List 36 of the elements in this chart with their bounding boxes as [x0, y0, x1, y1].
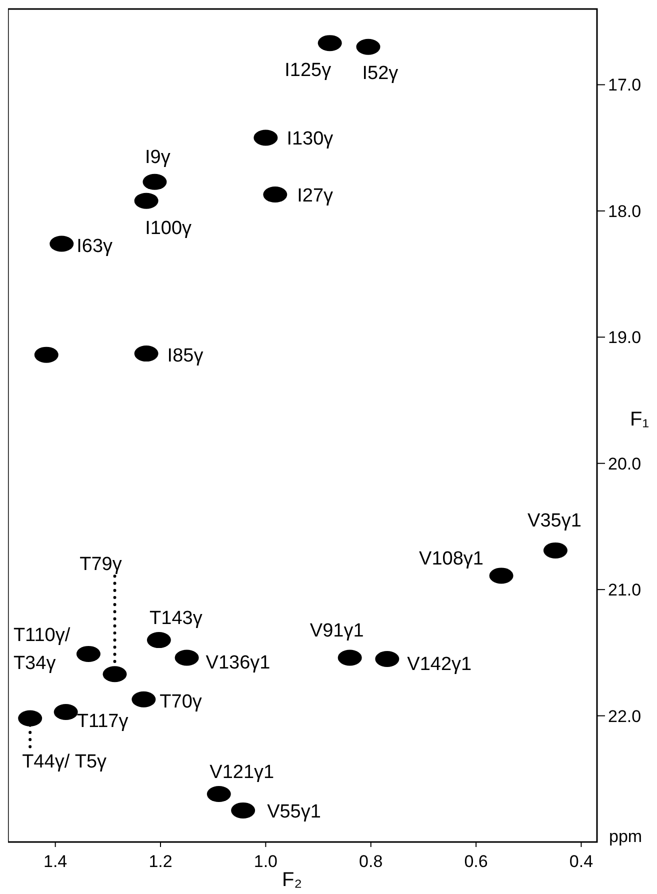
annotation: I27γ — [297, 186, 334, 207]
y-axis-title: F₁ — [630, 408, 650, 430]
x-tick-label: 0.6 — [464, 852, 488, 871]
annotation: V35γ1 — [528, 510, 582, 532]
text: ppm — [609, 827, 642, 846]
y-tick-label: 19.0 — [608, 328, 642, 348]
annotation: I85γ — [167, 346, 204, 367]
x-tick-label: 1.4 — [44, 852, 68, 871]
y-tick-label: 22.0 — [608, 706, 642, 726]
x-axis-title: F₂ — [282, 869, 302, 891]
y-tick-label: 18.0 — [608, 202, 642, 221]
annotation: V55γ1 — [267, 801, 321, 822]
annotation: V108γ1 — [419, 548, 484, 570]
annotation: T79γ — [80, 554, 122, 576]
annotation: I9γ — [145, 146, 171, 168]
annotation: V91γ1 — [310, 620, 364, 642]
annotation: T44γ/ T5γ — [22, 751, 108, 772]
annotation: V121γ1 — [210, 762, 274, 784]
annotation: V142γ1 — [407, 654, 472, 675]
annotation: I125γ — [284, 60, 332, 82]
annotation: T143γ — [150, 608, 203, 630]
x-tick-label: 1.0 — [254, 852, 278, 871]
x-tick-label: 0.8 — [359, 852, 383, 871]
y-tick-label: 17.0 — [608, 76, 642, 95]
y-tick-label: 20.0 — [608, 454, 642, 474]
annotation: I100γ — [145, 218, 192, 239]
annotation: T110γ/T34γ — [13, 624, 71, 674]
x-tick-label: 1.2 — [148, 852, 172, 871]
annotation: T117γ — [76, 711, 129, 732]
annotation: I130γ — [286, 128, 334, 150]
annotation: I52γ — [362, 62, 399, 84]
x-tick-label: 0.4 — [569, 852, 594, 871]
annotation: T70γ — [160, 691, 202, 712]
annotation: V136γ1 — [206, 652, 270, 674]
annotation: I63γ — [76, 236, 114, 257]
y-tick-label: 21.0 — [608, 580, 642, 600]
